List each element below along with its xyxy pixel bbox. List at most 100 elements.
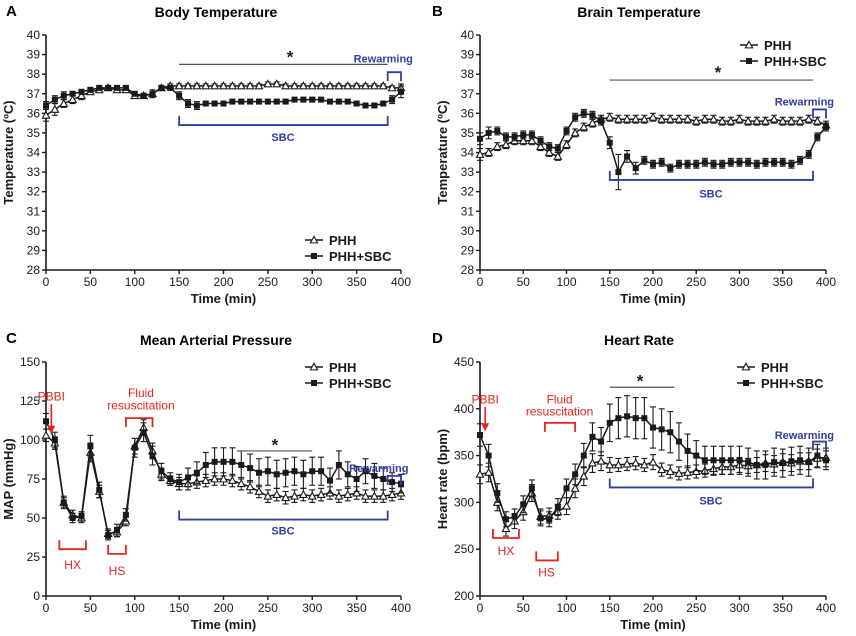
- arrow-head: [47, 425, 56, 434]
- data-point: [674, 114, 684, 123]
- x-axis-label-c: Time (min): [191, 617, 257, 632]
- data-point: [158, 84, 165, 91]
- panel-a: A Body Temperature 28 29 30 31 32 33 34 35 36 37 3…: [1, 3, 413, 306]
- y-tick-label-c: 75: [27, 472, 41, 486]
- data-point: [316, 489, 326, 499]
- data-point: [202, 461, 209, 468]
- data-point: [193, 469, 200, 476]
- data-point: [362, 468, 369, 475]
- data-point: [624, 413, 631, 420]
- data-point: [632, 415, 639, 422]
- data-point: [518, 136, 528, 145]
- x-tick-label-c: 250: [258, 601, 278, 615]
- bracket: [178, 116, 389, 126]
- data-point: [140, 429, 147, 436]
- data-point: [693, 161, 700, 168]
- data-point: [814, 133, 821, 140]
- data-point: [683, 114, 693, 123]
- data-point: [658, 159, 665, 166]
- data-point: [797, 457, 804, 464]
- data-point: [613, 460, 623, 469]
- data-point: [362, 102, 369, 109]
- data-point: [51, 96, 58, 103]
- data-point: [477, 135, 483, 142]
- bracket: [608, 478, 814, 489]
- significance-star: *: [637, 372, 644, 391]
- data-point: [554, 504, 561, 511]
- data-point: [563, 127, 570, 134]
- data-point: [753, 461, 760, 468]
- data-point: [605, 112, 615, 121]
- legend-label: PHH: [329, 360, 356, 375]
- data-point: [639, 114, 649, 123]
- x-tick-label-d: 0: [477, 601, 484, 615]
- data-point: [632, 165, 639, 172]
- data-point: [804, 114, 814, 123]
- data-point: [140, 92, 147, 99]
- data-point: [309, 468, 316, 475]
- data-point: [615, 415, 622, 422]
- data-point: [736, 159, 743, 166]
- significance-star: *: [287, 48, 294, 67]
- data-point: [256, 469, 262, 476]
- y-tick-label-a: 40: [27, 28, 41, 42]
- data-point: [131, 90, 138, 97]
- data-point: [220, 458, 227, 465]
- data-point: [641, 157, 648, 164]
- data-point: [665, 466, 675, 475]
- panel-label-c: C: [6, 330, 17, 347]
- data-point: [263, 491, 273, 500]
- data-point: [352, 81, 362, 90]
- annotation-label: Fluid: [547, 392, 573, 406]
- y-tick-label-a: 36: [27, 106, 41, 120]
- data-point: [622, 114, 632, 123]
- data-point: [570, 128, 580, 137]
- data-point: [778, 116, 788, 125]
- y-tick-label-d: 250: [454, 542, 474, 556]
- y-tick-label-c: 50: [27, 511, 41, 525]
- data-point: [334, 491, 344, 500]
- panel-title-b: Brain Temperature: [577, 4, 701, 20]
- data-point: [589, 112, 596, 119]
- y-tick-label-d: 400: [454, 402, 474, 416]
- data-point: [387, 489, 397, 499]
- data-point: [710, 457, 717, 464]
- data-point: [289, 491, 300, 500]
- data-point: [537, 515, 544, 522]
- data-point: [211, 458, 218, 465]
- data-point: [149, 90, 156, 97]
- data-point: [254, 486, 264, 495]
- legend-marker: [311, 253, 317, 259]
- data-point: [353, 100, 360, 107]
- data-point: [114, 84, 120, 91]
- data-point: [771, 159, 778, 166]
- data-point: [325, 81, 335, 90]
- data-point: [185, 100, 191, 107]
- panel-label-a: A: [6, 3, 17, 20]
- data-point: [60, 92, 67, 99]
- data-point: [561, 139, 572, 149]
- x-axis-label-d: Time (min): [620, 617, 686, 632]
- data-point: [745, 159, 752, 166]
- y-tick-label-a: 29: [27, 243, 41, 257]
- x-tick-label-b: 50: [517, 275, 531, 289]
- bracket: [535, 551, 559, 562]
- data-point: [598, 438, 605, 445]
- data-point: [484, 147, 494, 156]
- x-tick-label-d: 350: [773, 601, 793, 615]
- legend-marker: [746, 58, 752, 64]
- data-point: [598, 118, 605, 125]
- data-point: [579, 471, 589, 480]
- annotation-label: resuscitation: [107, 399, 174, 413]
- data-point: [122, 511, 129, 518]
- data-point: [667, 429, 674, 436]
- data-point: [639, 460, 649, 469]
- data-point: [762, 159, 769, 166]
- data-point: [60, 499, 67, 506]
- y-tick-label-b: 30: [461, 224, 475, 238]
- data-point: [307, 81, 317, 90]
- legend-item-phh: PHH: [740, 38, 791, 53]
- data-point: [727, 457, 734, 464]
- data-point: [528, 131, 535, 138]
- data-point: [814, 452, 821, 459]
